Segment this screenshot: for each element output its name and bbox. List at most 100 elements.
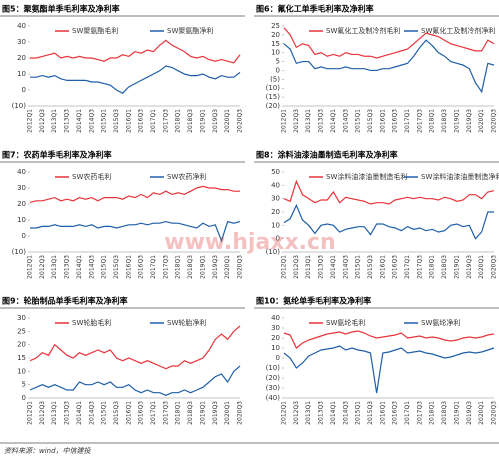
x-tick-label: 2016Q3 (138, 401, 145, 425)
x-tick-label: 2016Q1 (379, 109, 386, 133)
y-tick-label: (40) (266, 394, 281, 402)
x-tick-label: 2016Q3 (392, 109, 399, 133)
y-tick-label: (10) (266, 364, 281, 372)
x-tick-label: 2020Q3 (237, 255, 244, 279)
x-tick-label: 2017Q1 (404, 255, 411, 279)
y-tick-label: 10 (271, 49, 280, 57)
x-tick-label: 2013Q3 (318, 109, 325, 133)
x-tick-label: 2017Q3 (416, 401, 423, 425)
y-tick-label: 10 (17, 367, 26, 375)
x-tick-label: 2020Q1 (224, 255, 231, 279)
y-tick-label: 10 (17, 216, 26, 224)
x-tick-label: 2014Q3 (88, 401, 95, 425)
series-line (30, 65, 241, 94)
y-tick-label: 10 (271, 221, 280, 229)
y-tick-label: 0 (22, 394, 26, 402)
x-tick-label: 2019Q1 (453, 255, 460, 279)
x-tick-label: 2012Q1 (27, 109, 34, 133)
x-tick-label: 2016Q3 (392, 401, 399, 425)
y-tick-label: 40 (17, 168, 26, 176)
x-tick-label: 2014Q1 (76, 255, 83, 279)
x-tick-label: 2018Q1 (429, 255, 436, 279)
x-tick-label: 2015Q1 (355, 401, 362, 425)
x-tick-label: 2014Q1 (76, 109, 83, 133)
legend-label: SW氨纶净利 (421, 318, 460, 327)
x-tick-label: 2017Q3 (162, 401, 169, 425)
x-tick-label: 2019Q1 (199, 401, 206, 425)
y-tick-label: 0 (276, 66, 280, 74)
x-tick-label: 2019Q1 (199, 255, 206, 279)
x-tick-label: 2017Q3 (162, 255, 169, 279)
y-tick-label: (15) (266, 93, 281, 101)
y-tick-label: 20 (271, 31, 280, 39)
x-tick-label: 2015Q1 (101, 255, 108, 279)
x-tick-label: 2018Q1 (175, 255, 182, 279)
x-tick-label: 2012Q3 (39, 109, 46, 133)
x-tick-label: 2020Q1 (478, 255, 485, 279)
x-tick-label: 2019Q3 (212, 255, 219, 279)
x-tick-label: 2017Q1 (150, 109, 157, 133)
x-tick-label: 2019Q3 (466, 401, 473, 425)
y-tick-label: 5 (276, 58, 280, 66)
y-tick-label: (10) (12, 248, 27, 256)
x-tick-label: 2013Q3 (318, 255, 325, 279)
x-tick-label: 2012Q3 (293, 401, 300, 425)
series-line (283, 39, 495, 94)
x-tick-label: 2012Q1 (281, 255, 288, 279)
y-tick-label: (5) (270, 75, 280, 83)
x-tick-label: 2013Q1 (305, 109, 312, 133)
legend-label: SW涂料油漆油墨制造毛利 (326, 172, 407, 181)
y-tick-label: 20 (17, 341, 26, 349)
x-tick-label: 2019Q3 (466, 255, 473, 279)
x-tick-label: 2012Q1 (281, 401, 288, 425)
y-tick-label: 30 (17, 38, 26, 46)
chart-title: 图7：农药单季毛利率及净利率 (2, 150, 112, 160)
x-tick-label: 2020Q1 (224, 401, 231, 425)
y-tick-label: 0 (22, 232, 26, 240)
legend-label: SW农药毛利 (72, 172, 111, 181)
x-tick-label: 2020Q1 (478, 109, 485, 133)
y-tick-label: 30 (271, 324, 280, 332)
x-tick-label: 2014Q1 (330, 401, 337, 425)
x-tick-label: 2018Q1 (175, 109, 182, 133)
x-tick-label: 2012Q3 (293, 109, 300, 133)
x-tick-label: 2015Q3 (113, 109, 120, 133)
x-tick-label: 2018Q3 (187, 109, 194, 133)
x-tick-label: 2017Q3 (416, 109, 423, 133)
y-tick-label: 25 (271, 22, 280, 30)
y-tick-label: (10) (266, 84, 281, 92)
x-tick-label: 2015Q1 (355, 255, 362, 279)
series-line (29, 185, 240, 203)
x-tick-label: 2018Q3 (441, 401, 448, 425)
x-tick-label: 2013Q1 (51, 401, 58, 425)
x-tick-label: 2020Q1 (224, 109, 231, 133)
y-tick-label: (10) (266, 248, 281, 256)
x-tick-label: 2013Q3 (64, 401, 71, 425)
x-tick-label: 2015Q1 (101, 401, 108, 425)
watermark: www.hjaxx.cn (164, 230, 335, 255)
x-tick-label: 2012Q3 (39, 255, 46, 279)
x-tick-label: 2013Q3 (318, 401, 325, 425)
y-tick-label: 5 (22, 381, 26, 389)
y-tick-label: 30 (271, 195, 280, 203)
y-tick-label: 15 (271, 40, 280, 48)
x-tick-label: 2012Q1 (281, 109, 288, 133)
x-tick-label: 2017Q3 (162, 109, 169, 133)
y-tick-label: 20 (17, 200, 26, 208)
y-tick-label: 20 (271, 208, 280, 216)
x-tick-label: 2020Q3 (491, 401, 498, 425)
x-tick-label: 2015Q3 (113, 401, 120, 425)
series-line (29, 325, 241, 370)
chart-title: 图9：轮胎制品单季毛利率及净利率 (2, 296, 128, 306)
x-tick-label: 2015Q3 (367, 401, 374, 425)
source-note: 资料来源：wind，中信建投 (4, 447, 92, 455)
x-tick-label: 2019Q1 (199, 109, 206, 133)
x-tick-label: 2019Q3 (212, 109, 219, 133)
chart-title: 图8：涂料油漆油墨制造毛利率及净利率 (256, 150, 398, 160)
y-tick-label: 30 (17, 314, 26, 322)
x-tick-label: 2015Q1 (355, 109, 362, 133)
x-tick-label: 2015Q3 (113, 255, 120, 279)
x-tick-label: 2012Q1 (27, 255, 34, 279)
series-line (29, 365, 241, 396)
